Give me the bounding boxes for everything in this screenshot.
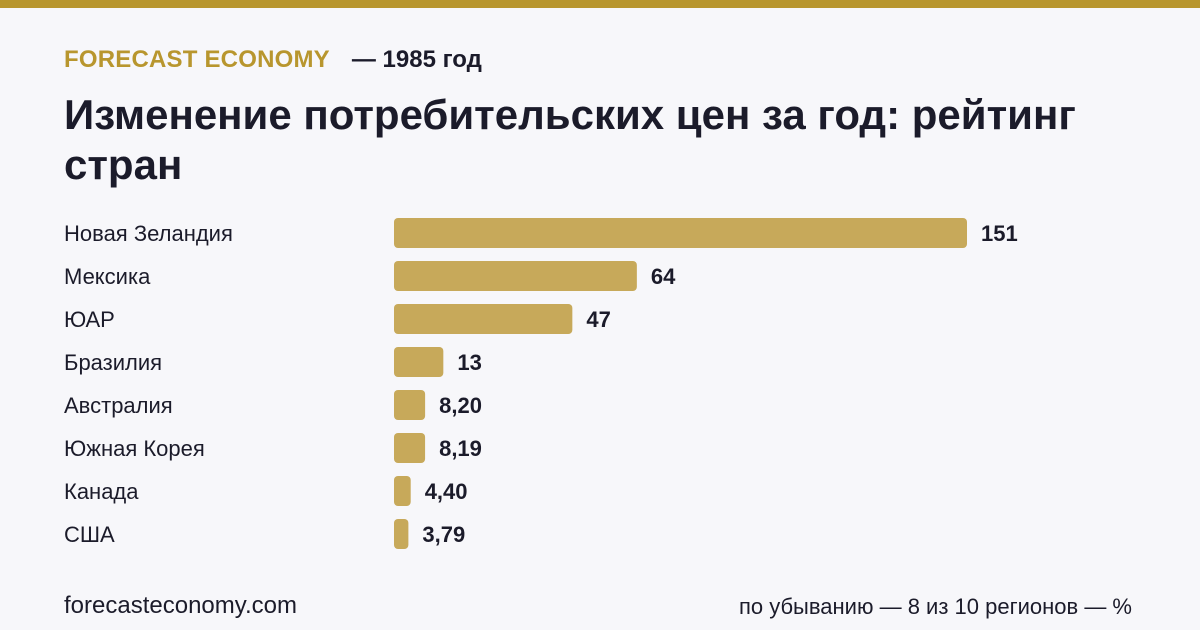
bar (394, 261, 637, 291)
category-label: Мексика (64, 264, 151, 289)
category-label: Южная Корея (64, 436, 205, 461)
value-label: 8,20 (439, 393, 482, 418)
top-accent-bar (0, 0, 1200, 8)
category-label: Бразилия (64, 350, 162, 375)
category-label: Австралия (64, 393, 173, 418)
bar-chart: Новая Зеландия 151 Мексика 64 ЮАР 47 Бразилия 1… (0, 210, 1200, 560)
category-label: ЮАР (64, 307, 115, 332)
bar (394, 433, 426, 463)
bar (394, 390, 426, 420)
brand-line: FORECAST ECONOMY — 1985 год (64, 46, 482, 74)
value-label: 64 (651, 264, 676, 289)
bar (394, 347, 444, 377)
value-label: 47 (586, 307, 610, 332)
chart-title: Изменение потребительских цен за год: ре… (64, 91, 1076, 188)
value-label: 13 (457, 350, 481, 375)
bar-chart-svg: Новая Зеландия 151 Мексика 64 ЮАР 47 Бразилия 1… (64, 218, 1018, 549)
year-label: — 1985 год (351, 46, 482, 73)
bar (394, 476, 411, 506)
bar (394, 218, 967, 248)
category-label: США (64, 522, 115, 547)
category-label: Канада (64, 479, 139, 504)
category-label: Новая Зеландия (64, 221, 233, 246)
bar (394, 519, 409, 549)
footer-site: forecasteconomy.com (64, 592, 297, 619)
value-label: 4,40 (425, 479, 468, 504)
footer-note: по убыванию — 8 из 10 регионов — % (738, 594, 1132, 619)
brand-logo-text: FORECAST ECONOMY (64, 46, 330, 73)
bar (394, 304, 573, 334)
value-label: 8,19 (439, 436, 482, 461)
value-label: 3,79 (422, 522, 465, 547)
value-label: 151 (981, 221, 1018, 246)
